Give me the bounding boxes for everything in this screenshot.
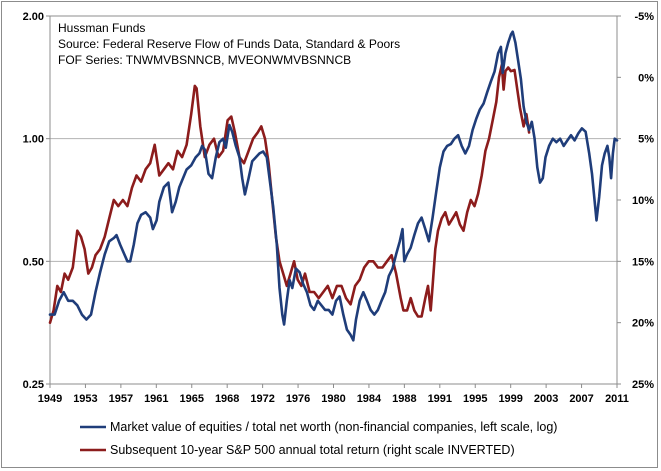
left-tick-label: 1.00 — [23, 134, 44, 146]
legend-label: Market value of equities / total net wor… — [110, 420, 557, 434]
x-tick-label: 1995 — [463, 393, 487, 405]
right-tick-label: 0% — [638, 72, 654, 84]
x-tick-label: 1965 — [180, 393, 204, 405]
x-tick-label: 2011 — [605, 393, 629, 405]
annotations: Hussman Funds Source: Federal Reserve Flo… — [58, 21, 400, 67]
x-tick-label: 1980 — [321, 393, 345, 405]
x-tick-label: 1949 — [38, 393, 62, 405]
left-tick-label: 2.00 — [23, 11, 44, 23]
x-tick-label: 1961 — [144, 393, 168, 405]
x-tick-label: 1972 — [250, 393, 274, 405]
gridlines — [50, 15, 617, 385]
x-tick-label: 1976 — [286, 393, 310, 405]
legend-label: Subsequent 10-year S&P 500 annual total … — [110, 443, 515, 457]
x-tick-label: 1968 — [215, 393, 239, 405]
source-note: Source: Federal Reserve Flow of Funds Da… — [58, 37, 400, 51]
right-axis-ticks: -5% 0% 5% 10% 15% 20% 25% — [617, 11, 654, 391]
x-tick-label: 1999 — [498, 393, 522, 405]
right-tick-label: -5% — [634, 11, 654, 23]
plot-area — [49, 15, 618, 385]
x-tick-label: 1957 — [109, 393, 133, 405]
series-line-equities-networth — [48, 30, 619, 342]
x-tick-label: 1953 — [73, 393, 97, 405]
x-tick-label: 1984 — [357, 393, 382, 405]
source-note: FOF Series: TNWMVBSNNCB, MVEONWMVBSNNCB — [58, 53, 351, 67]
x-axis-ticks: 1949 1953 1957 1961 1965 1968 1972 1976 1980 1984… — [38, 384, 629, 405]
left-axis-ticks: 0.25 0.50 1.00 2.00 — [23, 11, 50, 391]
x-tick-label: 2003 — [534, 393, 558, 405]
right-tick-label: 20% — [632, 318, 654, 330]
right-tick-label: 15% — [632, 256, 654, 268]
x-tick-label: 1991 — [428, 393, 452, 405]
left-tick-label: 0.50 — [23, 256, 44, 268]
right-tick-label: 25% — [632, 379, 654, 391]
right-tick-label: 10% — [632, 195, 654, 207]
x-tick-label: 1988 — [392, 393, 416, 405]
right-tick-label: 5% — [638, 134, 654, 146]
x-tick-label: 2007 — [569, 393, 593, 405]
plot-border — [49, 15, 618, 385]
legend: Market value of equities / total net wor… — [80, 420, 557, 457]
source-note: Hussman Funds — [58, 21, 145, 35]
left-tick-label: 0.25 — [23, 379, 44, 391]
series-lines — [48, 30, 619, 342]
